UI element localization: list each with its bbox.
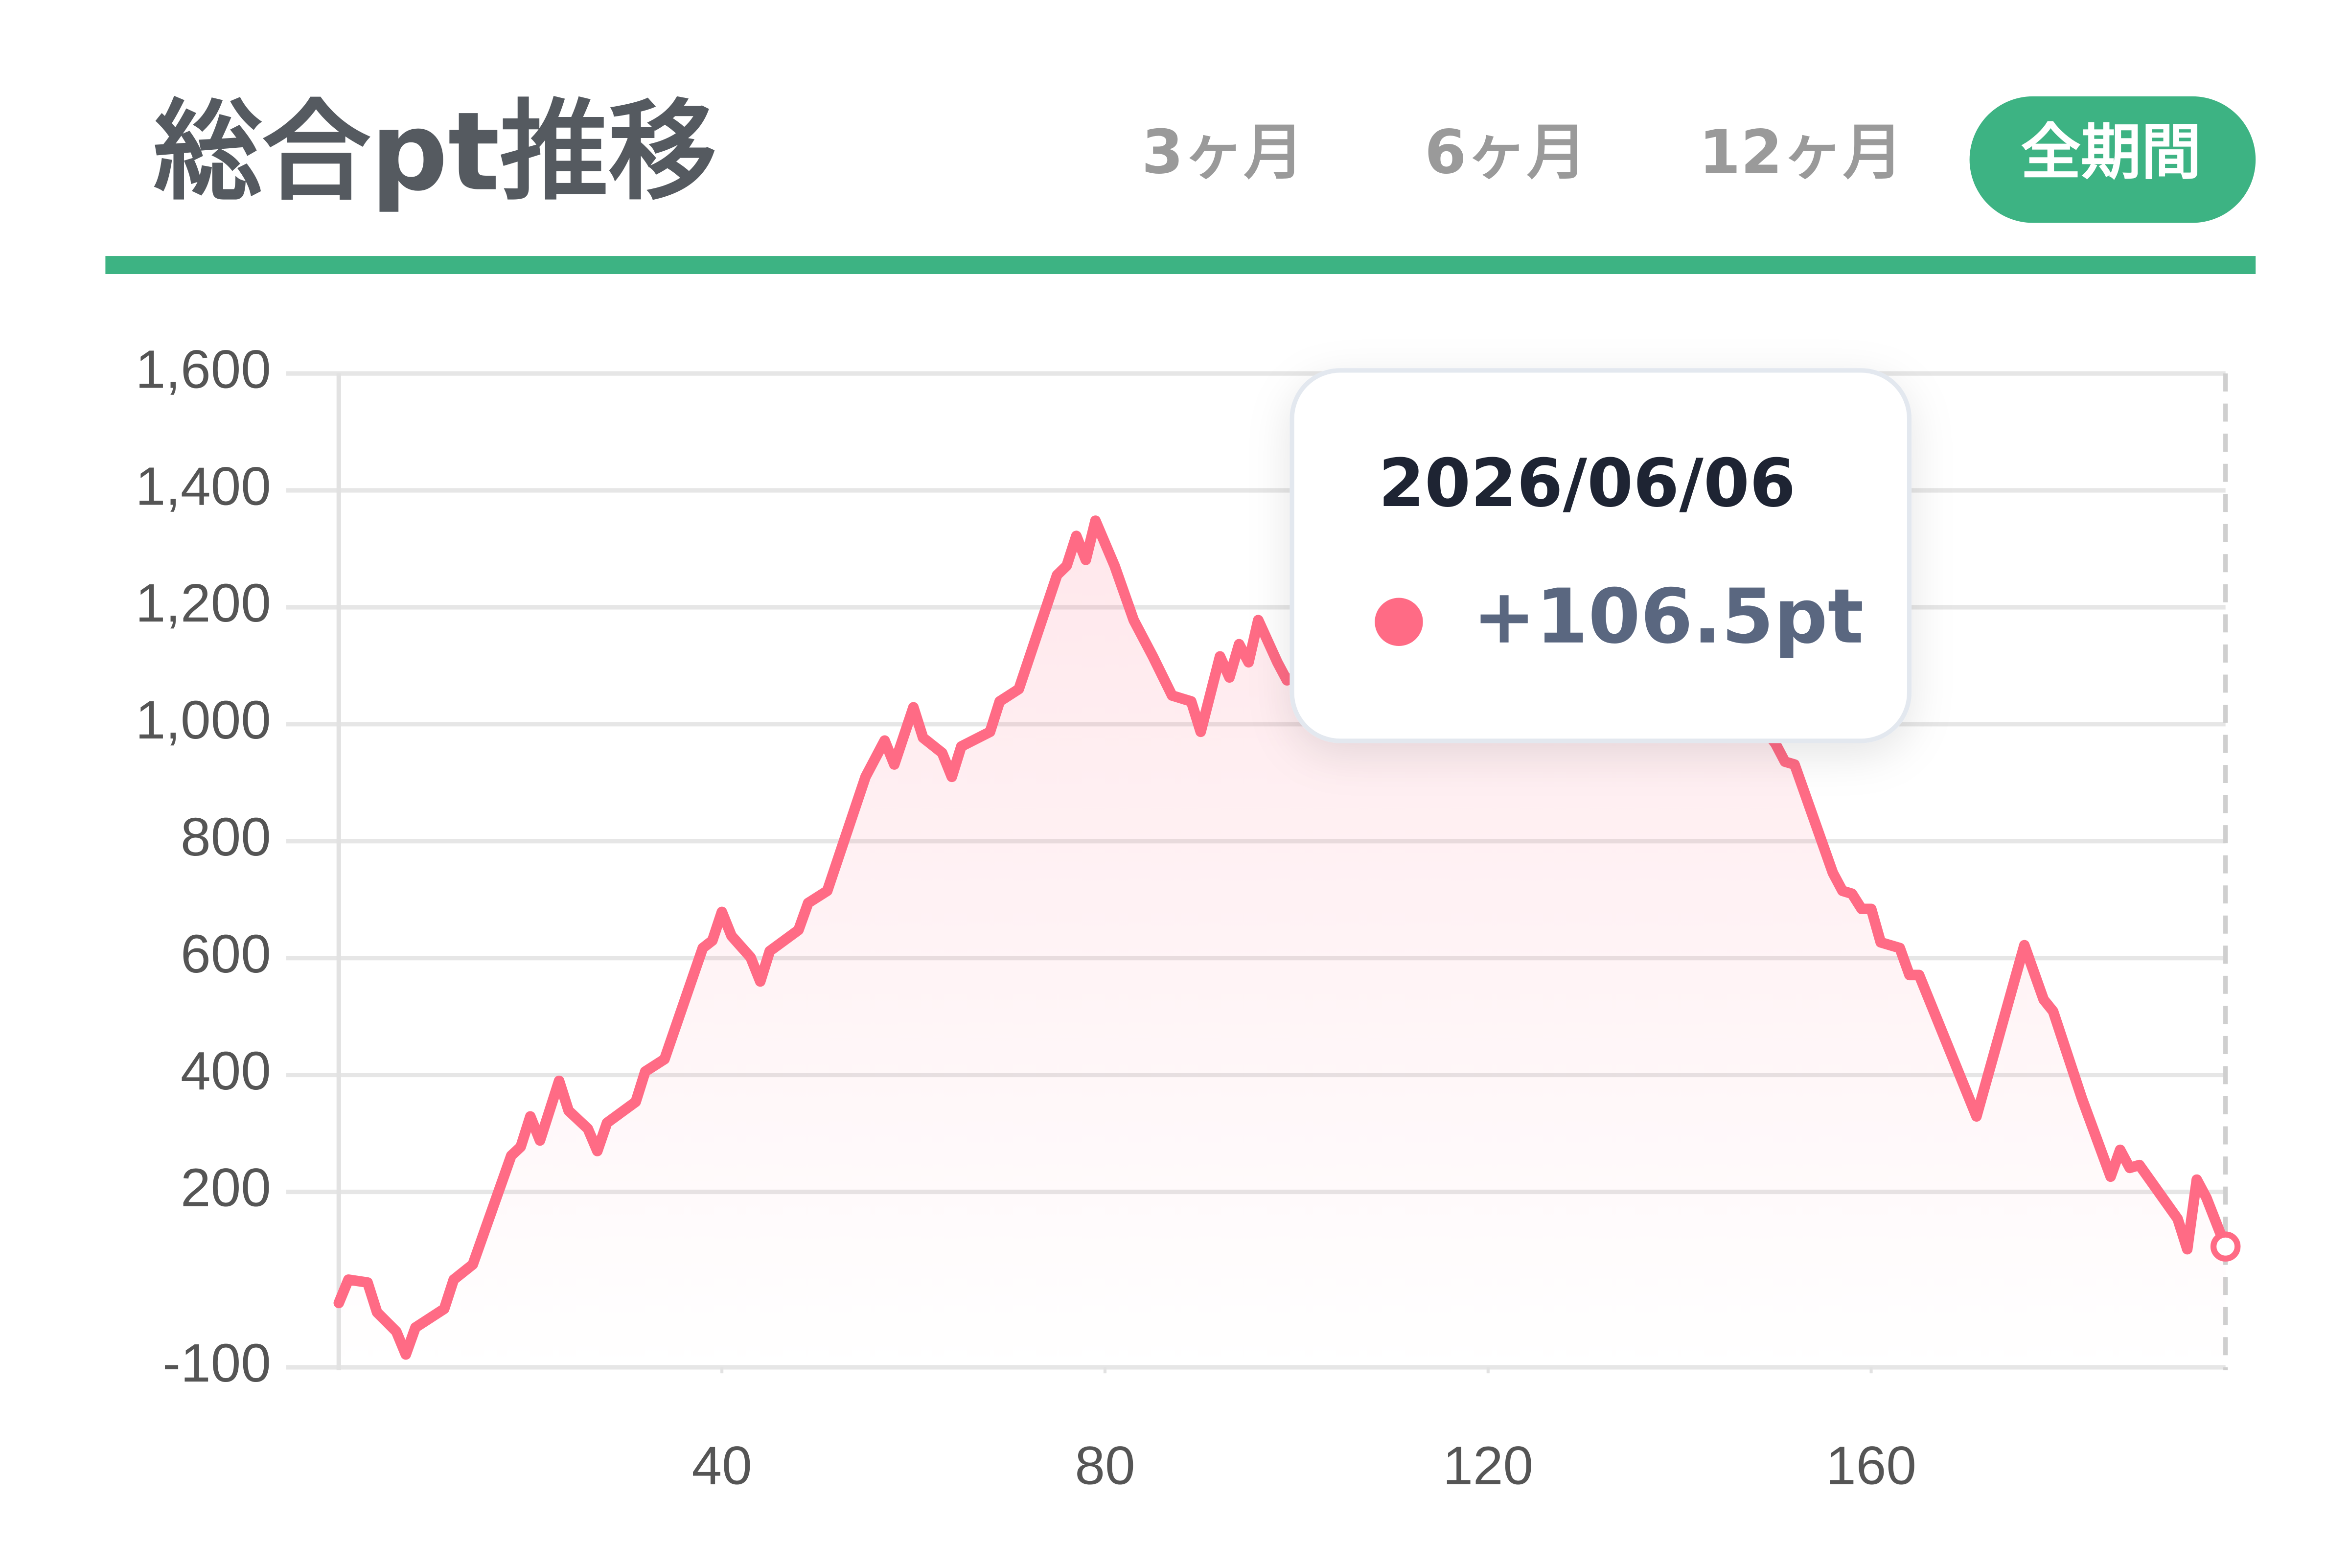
active-tab-bg[interactable] <box>1969 96 2256 223</box>
title-underline <box>105 256 2256 274</box>
y-tick-label: 1,200 <box>136 573 271 633</box>
tab[interactable]: 6ヶ月 <box>1425 118 1587 188</box>
plot <box>333 515 2241 1367</box>
tab[interactable]: 12ヶ月 <box>1699 118 1903 188</box>
tooltip-value: +106.5pt <box>1473 573 1864 661</box>
y-tick-label: 1,000 <box>136 690 271 750</box>
title: 総合pt推移 <box>154 89 717 215</box>
y-tick-label: 800 <box>181 807 271 867</box>
x-tick-label: 160 <box>1826 1435 1916 1496</box>
line <box>333 515 2231 1360</box>
x-tick-label: 120 <box>1443 1435 1533 1496</box>
tooltip: 2026/06/06 +106.5pt <box>1290 368 1912 743</box>
y-tick-label: 1,400 <box>136 456 271 516</box>
period-tabs: 3ヶ月 6ヶ月 12ヶ月 全期間 <box>1142 96 2256 223</box>
tooltip-date: 2026/06/06 <box>1379 444 1796 522</box>
y-tick-label: 200 <box>181 1158 271 1218</box>
x-tick-label: 80 <box>1075 1435 1135 1496</box>
y-tick-label: 600 <box>181 924 271 984</box>
area <box>339 521 2226 1367</box>
tooltip-box <box>1290 368 1912 743</box>
tooltip-dot <box>1375 598 1423 646</box>
y-tick-label: -100 <box>162 1333 271 1393</box>
y-tick-label: 400 <box>181 1041 271 1101</box>
x-tick-label: 40 <box>692 1435 752 1496</box>
y-tick-label: 1,600 <box>136 339 271 399</box>
active-tab[interactable]: 全期間 <box>2021 118 2201 188</box>
active-point <box>2210 1231 2241 1262</box>
tab[interactable]: 3ヶ月 <box>1142 118 1304 188</box>
